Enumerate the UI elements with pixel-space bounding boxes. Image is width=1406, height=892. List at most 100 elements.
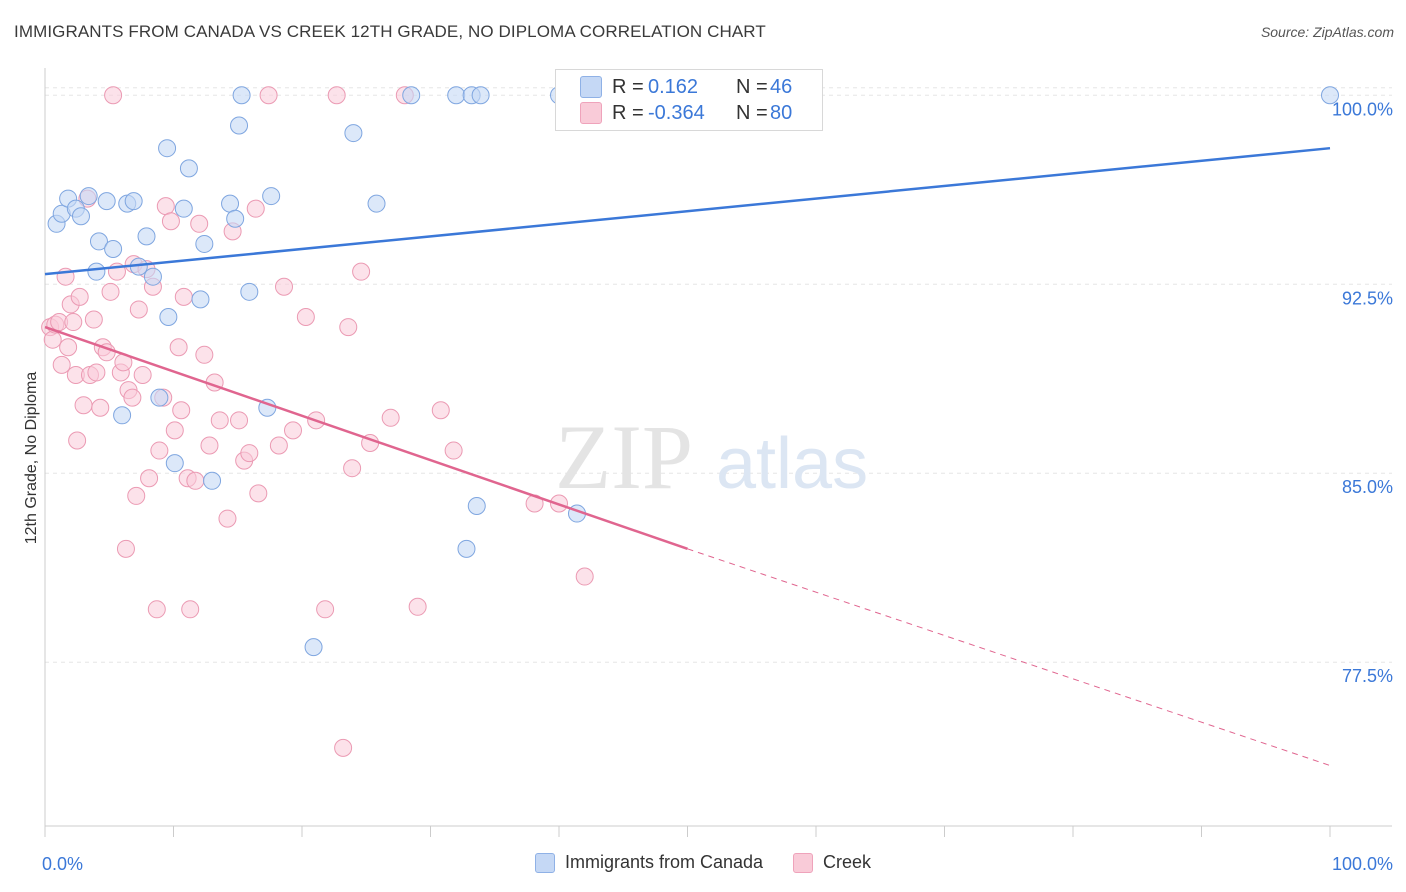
creek-point: [316, 600, 335, 619]
chart-source: Source: ZipAtlas.com: [1260, 24, 1394, 40]
legend-swatch-creek: [793, 852, 814, 873]
canada-point: [179, 159, 198, 178]
canada-point: [87, 262, 106, 281]
canada-point: [230, 116, 249, 135]
creek-point: [181, 600, 200, 619]
creek-point: [327, 86, 346, 105]
chart-legend: Immigrants from Canada Creek: [0, 852, 1406, 873]
canada-point: [113, 406, 132, 425]
creek-point: [246, 199, 265, 218]
creek-point: [104, 86, 123, 105]
creek-point: [43, 330, 62, 349]
canada-point: [165, 454, 184, 473]
creek-point: [200, 436, 219, 455]
creek-point: [431, 401, 450, 420]
creek-point: [210, 411, 229, 430]
canada-point: [471, 86, 490, 105]
watermark-atlas: atlas: [716, 424, 868, 504]
creek-point: [284, 421, 303, 440]
stats-n-label: N =: [736, 75, 768, 98]
creek-point: [249, 484, 268, 503]
creek-point: [343, 459, 362, 478]
legend-label-creek: Creek: [823, 852, 872, 872]
creek-point: [575, 567, 594, 586]
creek-point: [190, 214, 209, 233]
creek-point: [296, 308, 315, 327]
canada-point: [174, 199, 193, 218]
canada-point: [367, 194, 386, 213]
legend-item-canada[interactable]: Immigrants from Canada: [534, 852, 763, 873]
canada-point: [143, 267, 162, 286]
creek-point: [156, 197, 175, 216]
creek-point: [161, 212, 180, 231]
canada-point: [89, 232, 108, 251]
axis-layer: [44, 68, 1392, 837]
creek-point: [169, 338, 188, 357]
canada-point: [344, 124, 363, 143]
x-tick-label: 100.0%: [1332, 854, 1393, 874]
chart-title: IMMIGRANTS FROM CANADA VS CREEK 12TH GRA…: [14, 22, 766, 41]
canada-point: [104, 239, 123, 258]
canada-point: [262, 187, 281, 206]
trend-layer: [44, 146, 1331, 767]
creek-point: [150, 441, 169, 460]
creek-point: [352, 262, 371, 281]
canada-point: [457, 539, 476, 558]
creek-point: [172, 401, 191, 420]
canada-point: [137, 227, 156, 246]
y-tick-label: 77.5%: [1342, 666, 1393, 686]
creek-point: [381, 408, 400, 427]
canada-point: [1321, 86, 1339, 105]
canada-point: [467, 496, 486, 515]
grid-layer: [45, 87, 1392, 663]
creek-point: [70, 287, 89, 306]
creek-point: [230, 411, 249, 430]
stats-box: R = 0.162 N = 46 R = -0.364 N = 80: [555, 69, 823, 131]
stats-swatch-creek: [580, 102, 602, 124]
canada-point: [71, 207, 90, 226]
creek-point: [52, 355, 71, 374]
canada-point: [158, 139, 177, 158]
creek-point: [334, 738, 353, 757]
creek-point: [140, 469, 159, 488]
canada-point: [191, 290, 210, 309]
creek-point: [59, 338, 78, 357]
stats-r-value: 0.162: [648, 75, 699, 98]
canada-point: [221, 194, 240, 213]
creek-point: [174, 287, 193, 306]
canada-point: [159, 308, 178, 327]
creek-point: [133, 365, 152, 384]
creek-trend-line: [44, 325, 688, 551]
creek-point: [74, 396, 93, 415]
creek-point: [123, 388, 142, 407]
x-tick-label: 0.0%: [42, 854, 83, 874]
creek-point: [147, 600, 166, 619]
creek-point: [87, 363, 106, 382]
creek-point: [240, 444, 259, 463]
creek-point: [127, 486, 146, 505]
creek-point: [116, 539, 135, 558]
canada-point: [203, 471, 222, 490]
creek-point: [186, 471, 205, 490]
y-tick-label: 85.0%: [1342, 477, 1393, 497]
y-tick-label: 92.5%: [1342, 288, 1393, 308]
creek-point: [68, 431, 87, 450]
canada-trend-line: [44, 146, 1331, 276]
tick-label-layer: 77.5% 85.0% 92.5% 100.0% 0.0% 100.0%: [42, 99, 1393, 874]
legend-swatch-canada: [534, 852, 555, 873]
stats-r-label: R =: [612, 101, 644, 124]
legend-item-creek[interactable]: Creek: [793, 852, 871, 873]
creek-point: [269, 436, 288, 455]
creek-trend-extension: [687, 548, 1331, 767]
canada-point: [97, 192, 116, 211]
canada-point: [124, 192, 143, 211]
stats-r-value: -0.364: [648, 101, 705, 124]
canada-point: [79, 187, 98, 206]
creek-point: [444, 441, 463, 460]
creek-point: [165, 421, 184, 440]
stats-n-value: 46: [770, 75, 793, 98]
canada-point: [150, 388, 169, 407]
creek-point: [84, 310, 103, 329]
creek-point: [101, 282, 120, 301]
